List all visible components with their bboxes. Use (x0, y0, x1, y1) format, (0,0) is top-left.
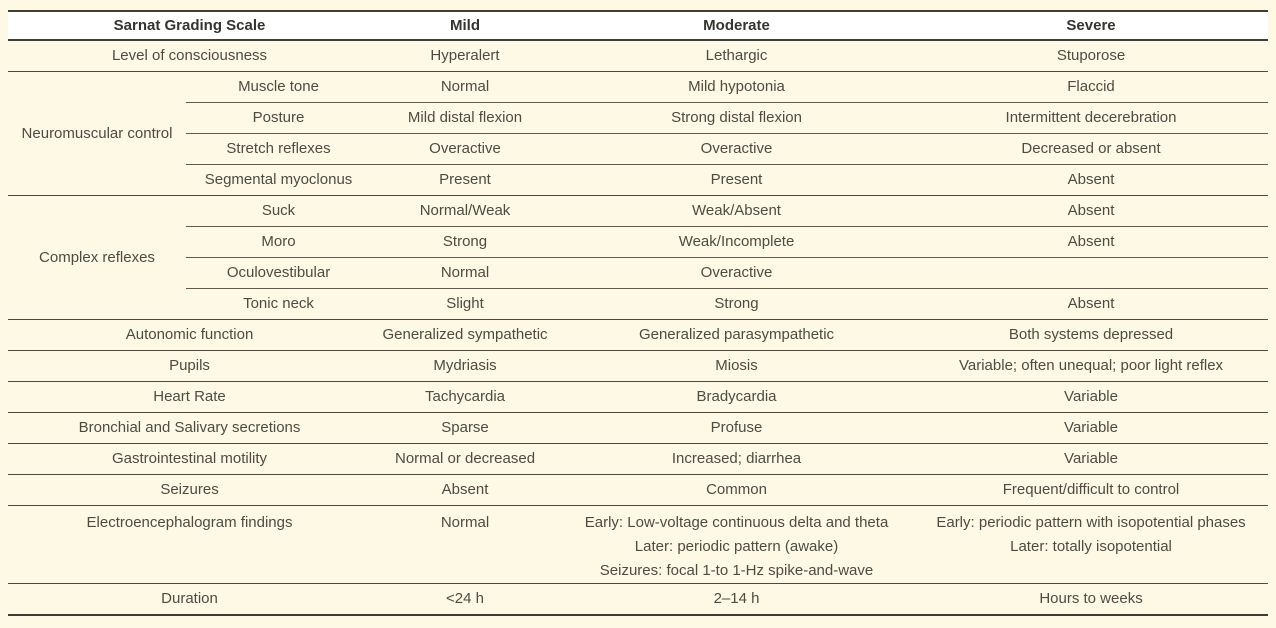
cell-moderate: Generalized parasympathetic (559, 319, 915, 351)
cell-moderate: Early: Low-voltage continuous delta and … (559, 505, 915, 584)
row-sublabel: Tonic neck (186, 288, 372, 320)
row-label: Seizures (8, 474, 372, 506)
row-sublabel: Stretch reflexes (186, 133, 372, 165)
row-sublabel: Posture (186, 102, 372, 134)
table-row: Posture Mild distal flexion Strong dista… (8, 102, 1269, 134)
group-label: Complex reflexes (8, 195, 186, 320)
table-row: Tonic neck Slight Strong Absent (8, 288, 1269, 320)
eeg-moderate-line: Seizures: focal 1-to 1-Hz spike-and-wave (599, 562, 874, 579)
table-row: Duration <24 h 2–14 h Hours to weeks (8, 583, 1269, 615)
cell-severe: Variable (914, 381, 1269, 413)
table-row: Pupils Mydriasis Miosis Variable; often … (8, 350, 1269, 382)
cell-severe: Early: periodic pattern with isopotentia… (914, 505, 1269, 584)
cell-severe: Stuporose (914, 39, 1269, 72)
table-row: Gastrointestinal motility Normal or decr… (8, 443, 1269, 475)
table-row: Bronchial and Salivary secretions Sparse… (8, 412, 1269, 444)
header-row: Sarnat Grading Scale Mild Moderate Sever… (8, 11, 1269, 41)
table-row: Heart Rate Tachycardia Bradycardia Varia… (8, 381, 1269, 413)
cell-mild: Mydriasis (371, 350, 560, 382)
table-row: Segmental myoclonus Present Present Abse… (8, 164, 1269, 196)
cell-mild: Slight (371, 288, 560, 320)
cell-mild: Mild distal flexion (371, 102, 560, 134)
cell-severe: Absent (914, 195, 1269, 227)
cell-moderate: Lethargic (559, 39, 915, 72)
row-label: Heart Rate (8, 381, 372, 413)
cell-severe: Absent (914, 226, 1269, 258)
cell-mild: Strong (371, 226, 560, 258)
row-sublabel: Oculovestibular (186, 257, 372, 289)
row-sublabel: Suck (186, 195, 372, 227)
cell-moderate: Bradycardia (559, 381, 915, 413)
cell-severe: Decreased or absent (914, 133, 1269, 165)
cell-moderate: Increased; diarrhea (559, 443, 915, 475)
table-row: Autonomic function Generalized sympathet… (8, 319, 1269, 351)
table-row: Moro Strong Weak/Incomplete Absent (8, 226, 1269, 258)
row-label: Level of consciousness (8, 39, 372, 72)
cell-severe: Variable (914, 412, 1269, 444)
cell-moderate: Strong distal flexion (559, 102, 915, 134)
table-row: Stretch reflexes Overactive Overactive D… (8, 133, 1269, 165)
cell-mild: Normal/Weak (371, 195, 560, 227)
row-label: Pupils (8, 350, 372, 382)
column-header-severe: Severe (914, 11, 1269, 41)
eeg-moderate-line: Later: periodic pattern (awake) (634, 538, 839, 555)
column-header-mild: Mild (371, 11, 560, 41)
cell-severe: Hours to weeks (914, 583, 1269, 615)
cell-moderate: Overactive (559, 133, 915, 165)
cell-mild: Hyperalert (371, 39, 560, 72)
cell-severe: Absent (914, 288, 1269, 320)
cell-moderate: Weak/Incomplete (559, 226, 915, 258)
cell-mild: Normal or decreased (371, 443, 560, 475)
cell-mild: Normal (371, 505, 560, 584)
row-sublabel: Muscle tone (186, 71, 372, 103)
cell-severe: Flaccid (914, 71, 1269, 103)
cell-moderate: Present (559, 164, 915, 196)
group-label: Neuromuscular control (8, 71, 186, 196)
sarnat-grading-table: Sarnat Grading Scale Mild Moderate Sever… (8, 10, 1269, 616)
column-header-scale: Sarnat Grading Scale (8, 11, 372, 41)
cell-moderate: 2–14 h (559, 583, 915, 615)
cell-mild: Present (371, 164, 560, 196)
cell-moderate: Weak/Absent (559, 195, 915, 227)
cell-severe: Absent (914, 164, 1269, 196)
cell-moderate: Profuse (559, 412, 915, 444)
table-row-eeg: Electroencephalogram findings Normal Ear… (8, 505, 1269, 584)
row-sublabel: Segmental myoclonus (186, 164, 372, 196)
row-label: Autonomic function (8, 319, 372, 351)
row-label: Bronchial and Salivary secretions (8, 412, 372, 444)
cell-moderate: Common (559, 474, 915, 506)
cell-mild: Tachycardia (371, 381, 560, 413)
table-row: Complex reflexes Suck Normal/Weak Weak/A… (8, 195, 1269, 320)
cell-severe: Frequent/difficult to control (914, 474, 1269, 506)
row-label: Electroencephalogram findings (8, 505, 372, 584)
row-sublabel: Moro (186, 226, 372, 258)
cell-mild: Generalized sympathetic (371, 319, 560, 351)
cell-severe (914, 257, 1269, 289)
cell-moderate: Overactive (559, 257, 915, 289)
table-row: Level of consciousness Hyperalert Lethar… (8, 39, 1269, 72)
cell-moderate: Strong (559, 288, 915, 320)
cell-mild: <24 h (371, 583, 560, 615)
table-row: Oculovestibular Normal Overactive (8, 257, 1269, 289)
column-header-moderate: Moderate (559, 11, 915, 41)
cell-mild: Overactive (371, 133, 560, 165)
row-label: Duration (8, 583, 372, 615)
cell-moderate: Mild hypotonia (559, 71, 915, 103)
table-row: Seizures Absent Common Frequent/difficul… (8, 474, 1269, 506)
eeg-moderate-line: Early: Low-voltage continuous delta and … (584, 514, 889, 531)
eeg-severe-line: Early: periodic pattern with isopotentia… (936, 514, 1246, 531)
cell-mild: Normal (371, 257, 560, 289)
cell-severe: Variable; often unequal; poor light refl… (914, 350, 1269, 382)
cell-severe: Intermittent decerebration (914, 102, 1269, 134)
cell-severe: Variable (914, 443, 1269, 475)
cell-mild: Absent (371, 474, 560, 506)
cell-severe: Both systems depressed (914, 319, 1269, 351)
cell-moderate: Miosis (559, 350, 915, 382)
eeg-severe-line: Later: totally isopotential (1010, 538, 1172, 555)
table-row: Neuromuscular control Muscle tone Normal… (8, 71, 1269, 196)
cell-mild: Sparse (371, 412, 560, 444)
cell-mild: Normal (371, 71, 560, 103)
row-label: Gastrointestinal motility (8, 443, 372, 475)
